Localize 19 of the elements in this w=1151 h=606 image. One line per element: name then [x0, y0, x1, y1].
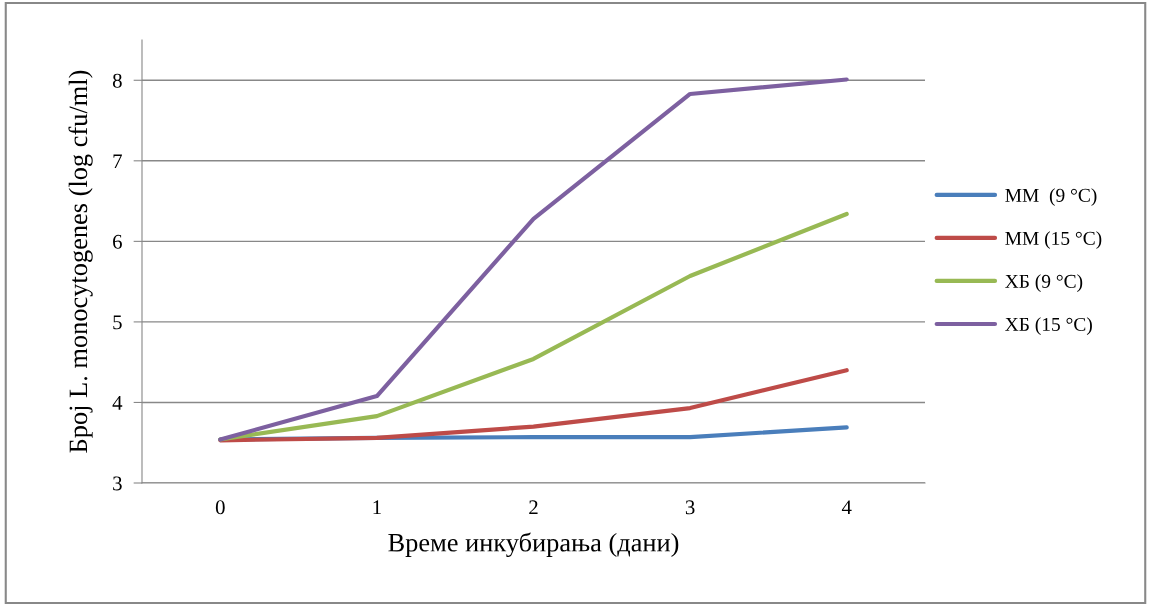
x-tick-label: 2 [529, 500, 538, 515]
x-axis-title: Време инкубирања (дани) [388, 532, 679, 558]
x-tick-label: 0 [215, 500, 225, 515]
line-series [218, 77, 849, 442]
legend-label: ММ (9 °C) [1005, 188, 1097, 206]
x-tick-label: 1 [373, 500, 381, 515]
y-tick-label: 5 [113, 315, 122, 330]
y-tick-label: 3 [113, 476, 122, 491]
y-tick-label: 8 [112, 73, 122, 88]
y-axis-title: Број L. monocytogenes (log cfu/ml) [68, 70, 93, 453]
y-tick-label: 4 [112, 395, 123, 410]
x-tick-label: 3 [685, 500, 695, 515]
y-tick-label: 6 [113, 234, 122, 249]
legend-label: ХБ (15 °C) [1005, 317, 1092, 335]
x-tick-label: 4 [841, 500, 852, 515]
legend-label: ММ (15 °C) [1005, 231, 1102, 249]
legend-label: ХБ (9 °C) [1005, 274, 1083, 292]
y-tick-label: 7 [113, 154, 122, 169]
line-series [218, 368, 849, 443]
